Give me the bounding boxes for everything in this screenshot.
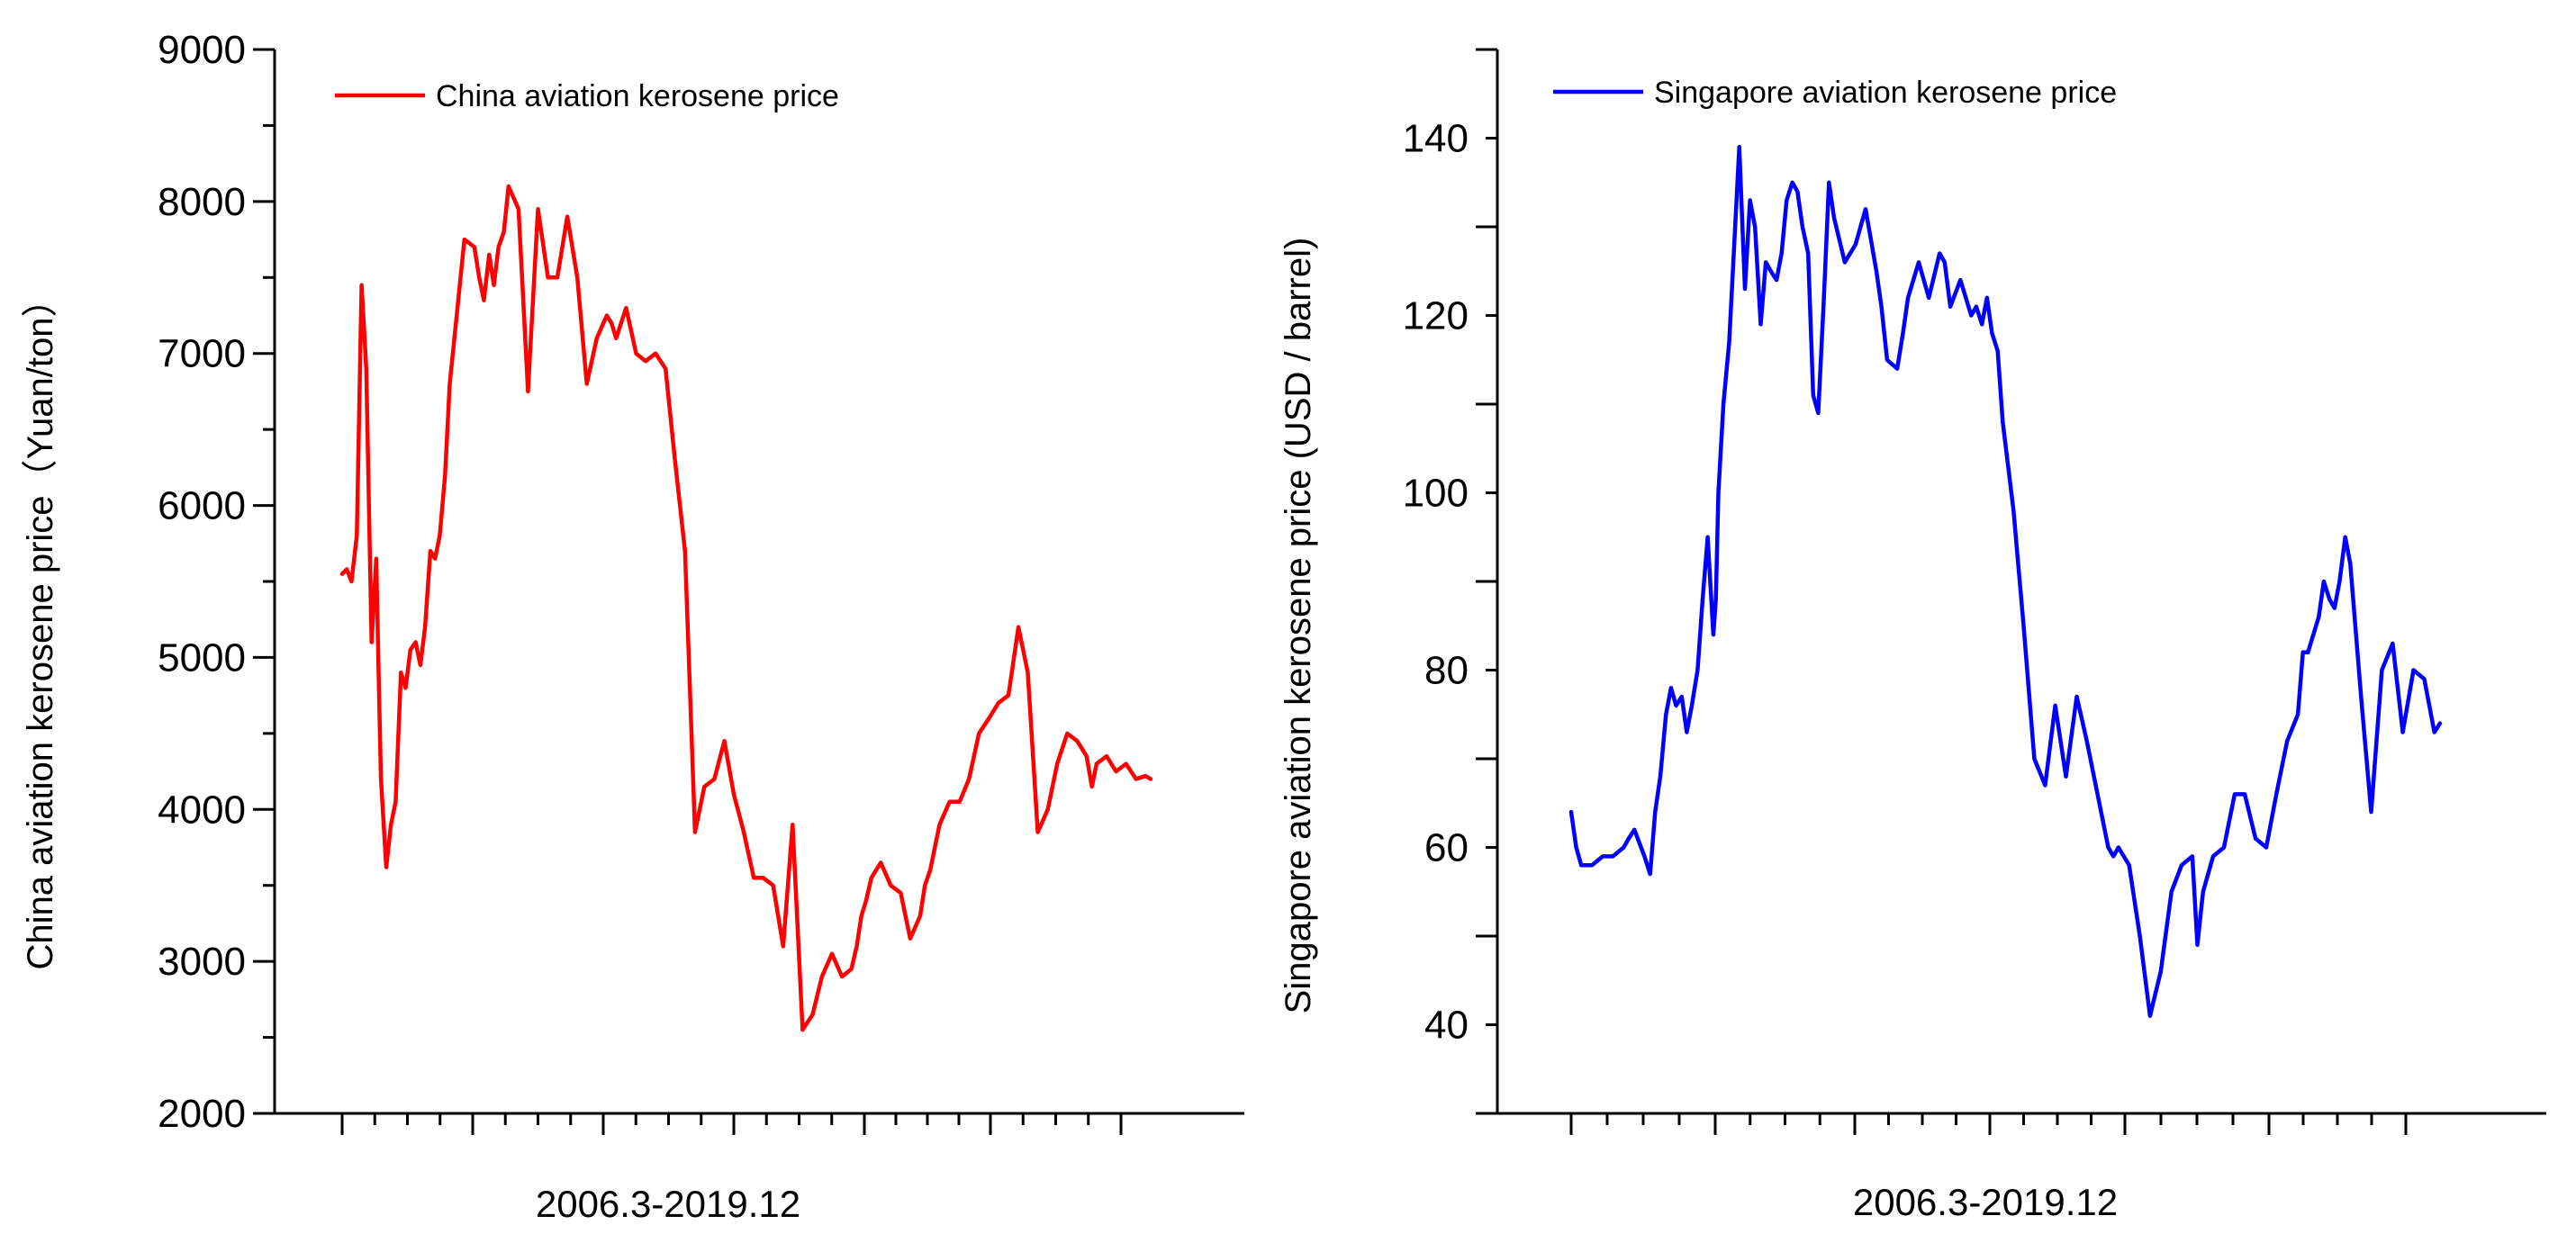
y-tick-label: 60 [1424,826,1469,870]
y-tick-label: 2000 [158,1092,246,1136]
y-tick-label: 9000 [158,28,246,72]
x-axis-label: 2006.3-2019.12 [1853,1181,2118,1223]
y-axis-label: China aviation kerosene price（Yuan/ton） [21,282,60,970]
y-tick-label: 40 [1424,1004,1469,1048]
series-line [339,184,1153,1032]
y-axis-label: Singapore aviation kerosene price (USD /… [1279,238,1318,1014]
china-price-chart: 9000 8000 7000 6000 5000 4000 3000 2000 China av… [21,28,1244,1225]
singapore-price-chart: 140 120 100 80 60 40 Singapore aviation kerose… [1279,48,2546,1223]
legend-label: Singapore aviation kerosene price [1654,76,2117,110]
y-tick-label: 7000 [158,332,246,376]
series-line [1568,145,2443,1018]
y-tick-label: 140 [1403,117,1469,161]
y-tick-label: 8000 [158,180,246,224]
y-tick-label: 6000 [158,484,246,528]
y-tick-label: 120 [1403,294,1469,338]
y-tick-label: 80 [1424,649,1469,693]
x-axis-label: 2006.3-2019.12 [536,1183,800,1225]
y-tick-label: 4000 [158,788,246,832]
y-tick-label: 3000 [158,940,246,984]
y-tick-label: 5000 [158,635,246,680]
legend-label: China aviation kerosene price [436,79,839,113]
y-tick-label: 100 [1403,472,1469,516]
